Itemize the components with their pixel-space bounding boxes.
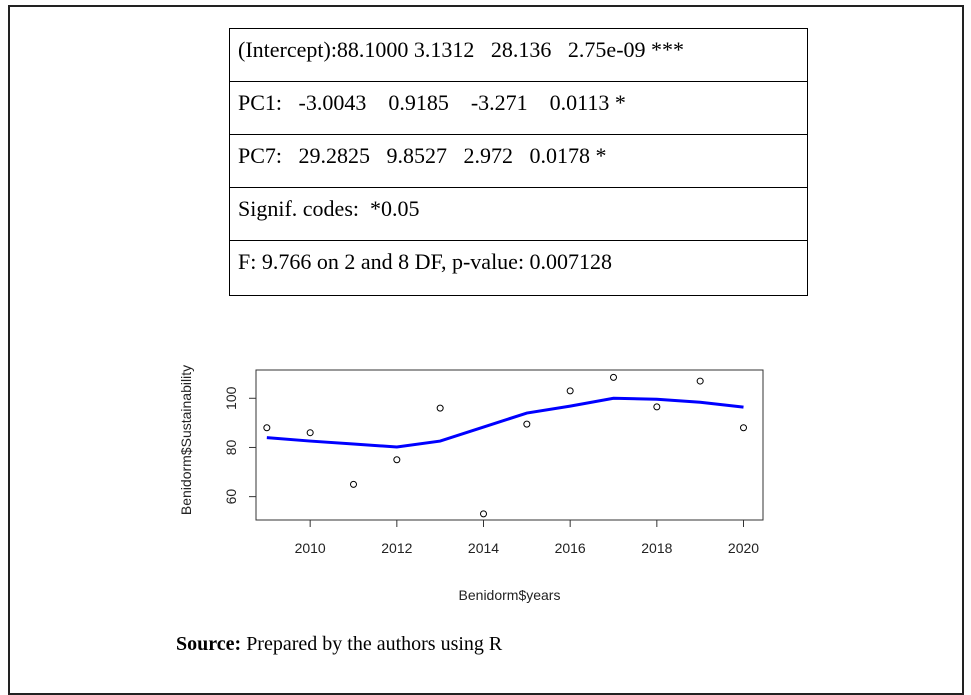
data-point: [740, 424, 747, 432]
data-point: [610, 373, 617, 381]
data-point: [306, 429, 314, 437]
x-tick-label: 2016: [555, 540, 586, 556]
data-point: [696, 377, 704, 385]
x-tick-label: 2012: [381, 540, 412, 556]
table-row: (Intercept):88.1000 3.1312 28.136 2.75e-…: [230, 29, 807, 82]
y-tick-label: 80: [223, 439, 239, 455]
data-point: [350, 480, 357, 488]
source-label: Source:: [176, 633, 242, 655]
data-point: [393, 456, 401, 464]
table-row: PC1: -3.0043 0.9185 -3.271 0.0113 *: [230, 82, 807, 135]
source-text: Prepared by the authors using R: [246, 633, 503, 655]
y-tick-label: 60: [223, 489, 239, 505]
data-point: [480, 510, 487, 518]
table-row: PC7: 29.2825 9.8527 2.972 0.0178 *: [230, 135, 807, 188]
x-axis-label: Benidorm$years: [459, 587, 561, 603]
data-point: [263, 424, 271, 432]
smooth-line: [266, 396, 744, 449]
data-point: [653, 403, 661, 411]
data-point: [523, 420, 531, 428]
x-tick-label: 2014: [468, 540, 499, 556]
x-tick-label: 2018: [641, 540, 672, 556]
table-row: Signif. codes: *0.05: [230, 188, 807, 241]
data-point: [566, 387, 574, 395]
y-axis-label: Benidorm$Sustainability: [178, 365, 194, 515]
table-row: F: 9.766 on 2 and 8 DF, p-value: 0.00712…: [238, 249, 613, 274]
source-note: Source: Prepared by the authors using R: [176, 633, 502, 656]
y-tick-label: 100: [223, 386, 239, 410]
x-tick-label: 2010: [295, 540, 326, 556]
plot-box: [255, 369, 764, 521]
data-point: [436, 404, 444, 412]
x-tick-label: 2020: [728, 540, 759, 556]
regression-table: (Intercept):88.1000 3.1312 28.136 2.75e-…: [229, 28, 808, 296]
